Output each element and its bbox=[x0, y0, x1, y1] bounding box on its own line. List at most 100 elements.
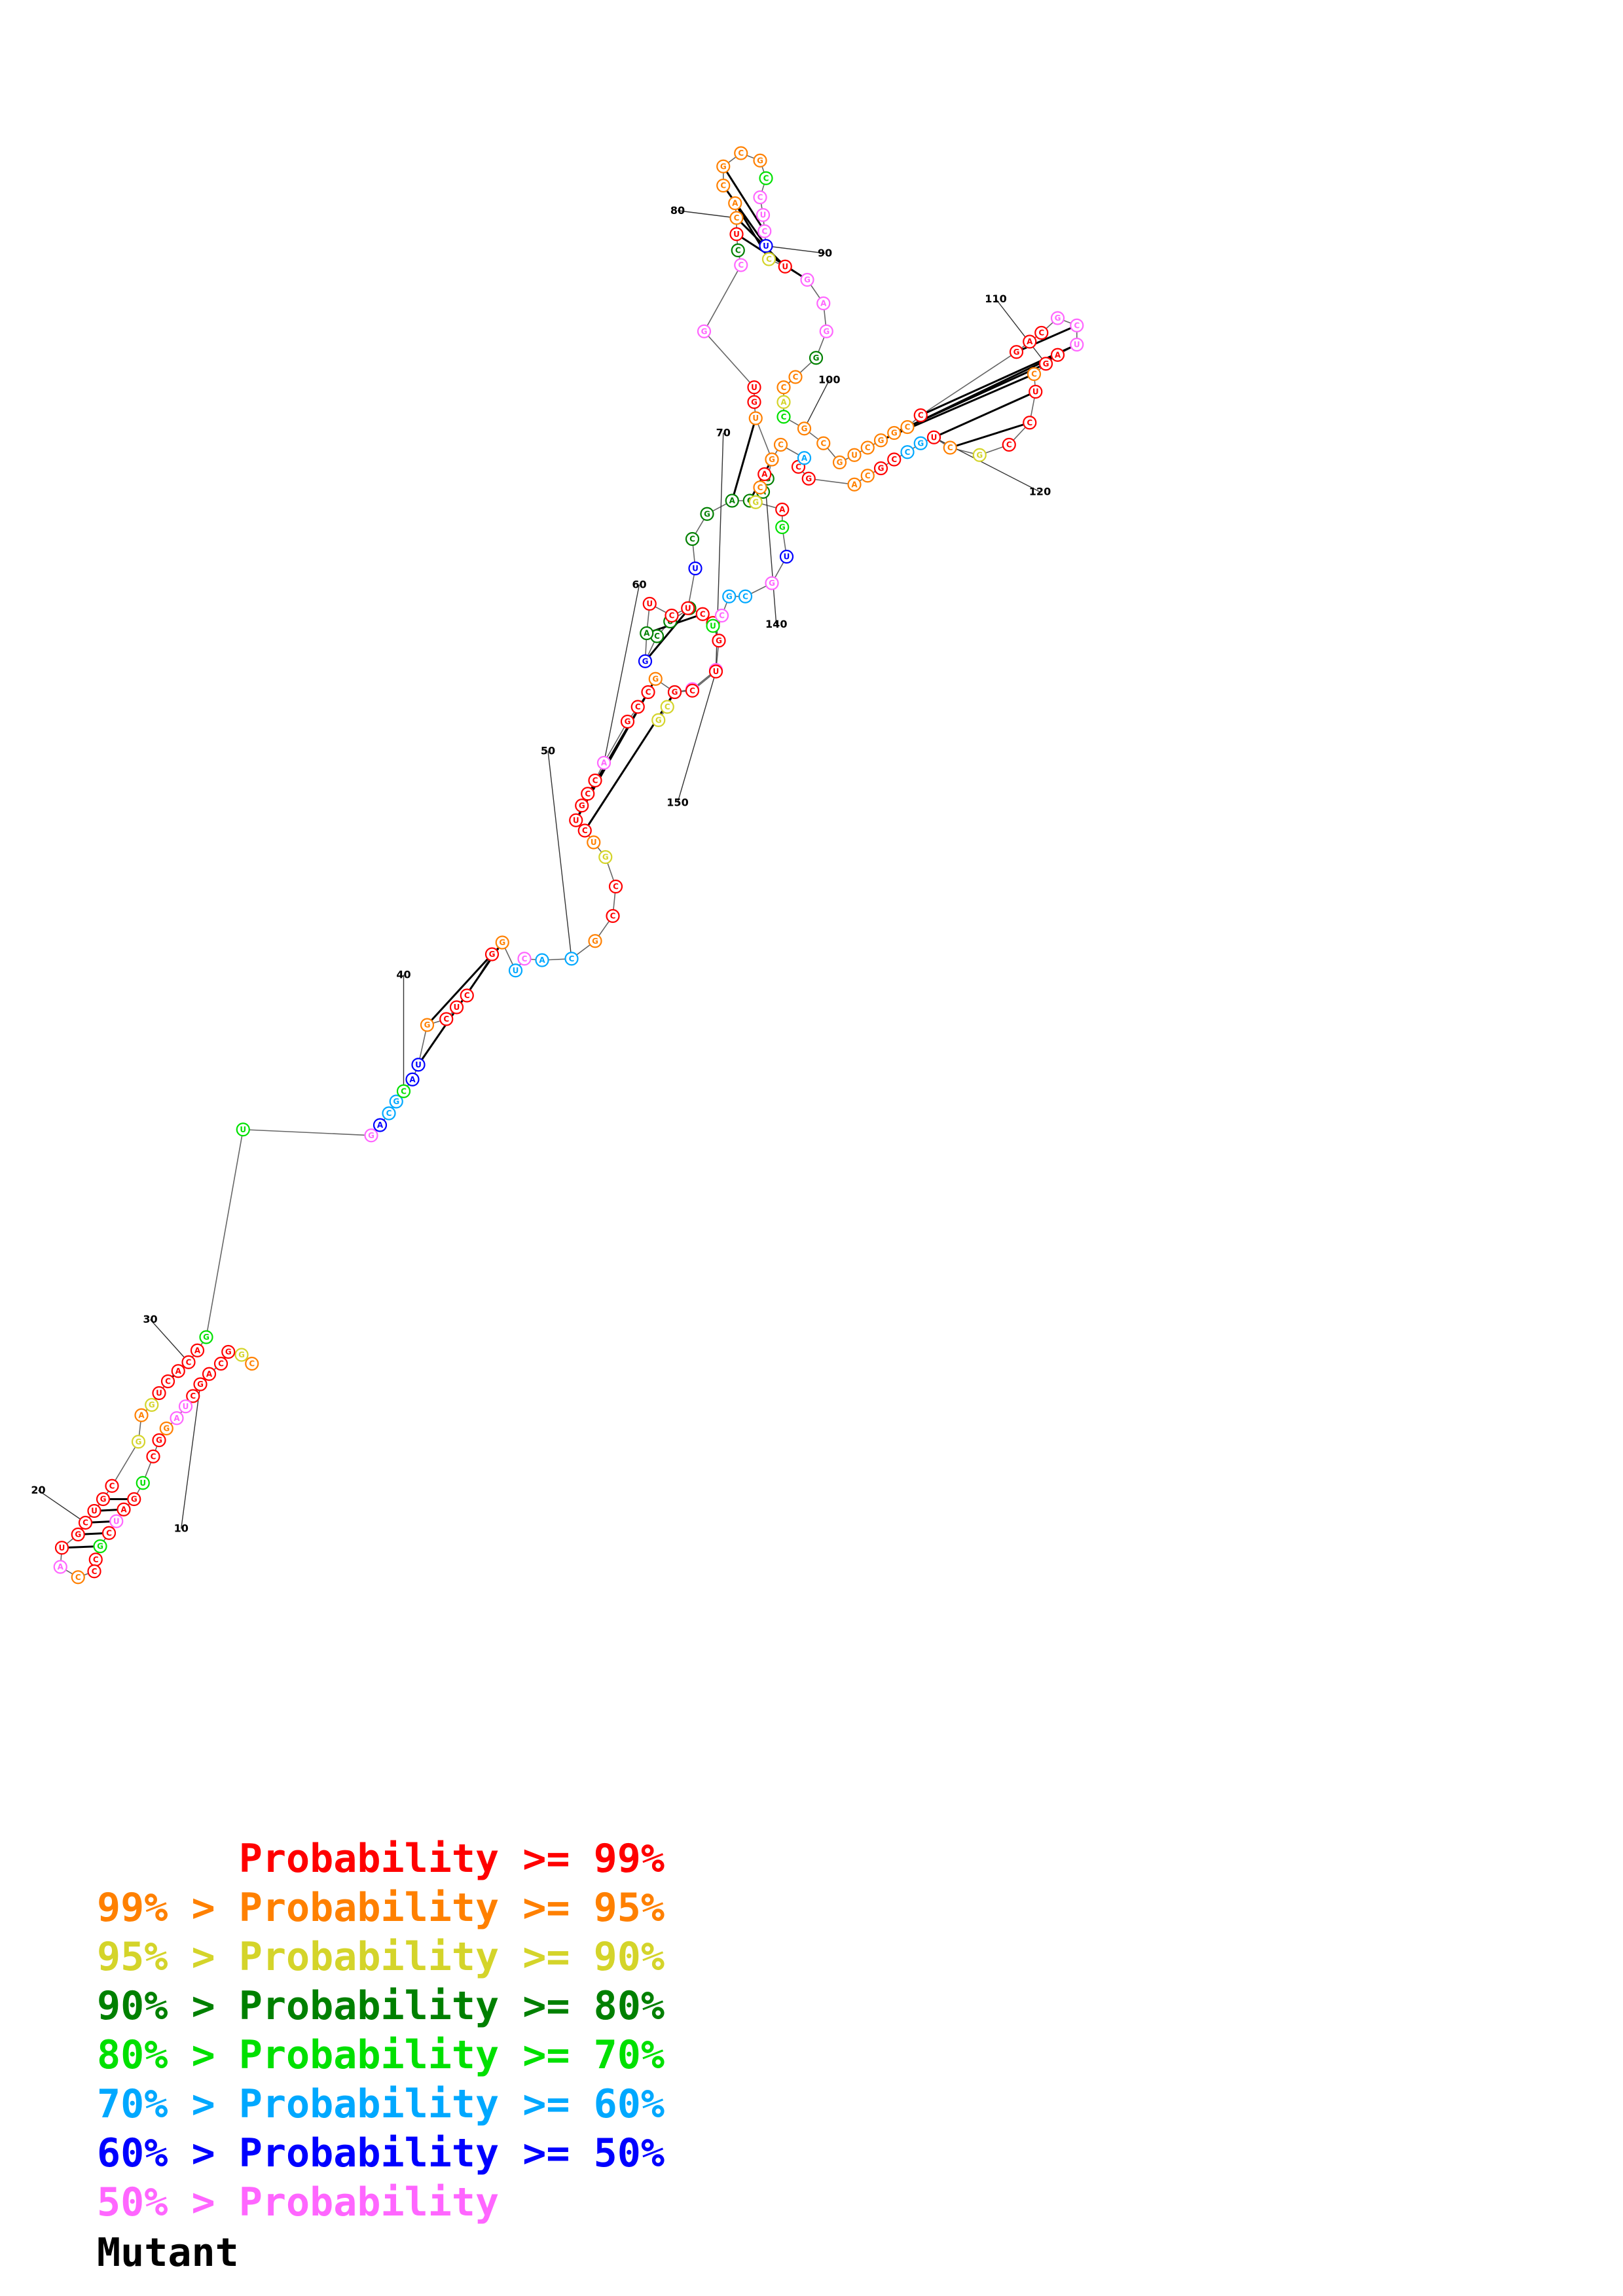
nucleotide: C bbox=[630, 700, 645, 714]
nucleotide: A bbox=[405, 1072, 420, 1086]
nucleotide: U bbox=[411, 1058, 426, 1072]
nucleotide-base: G bbox=[701, 327, 708, 336]
nucleotide-base: A bbox=[409, 1075, 416, 1084]
nucleotide: C bbox=[1034, 325, 1049, 340]
nucleotide-circle bbox=[809, 351, 824, 365]
nucleotide-base: C bbox=[464, 991, 470, 1000]
nucleotide-circle bbox=[1029, 384, 1043, 399]
nucleotide-circle bbox=[131, 1435, 146, 1449]
nucleotide: A bbox=[728, 196, 742, 211]
nucleotide-circle bbox=[517, 952, 532, 966]
nucleotide: C bbox=[245, 1356, 259, 1371]
nucleotide: C bbox=[685, 531, 700, 547]
nucleotide-base: U bbox=[415, 1060, 422, 1069]
nucleotide-base: A bbox=[779, 505, 786, 514]
nucleotide-circle bbox=[484, 947, 500, 961]
nucleotide-circle bbox=[569, 813, 583, 827]
nucleotide: G bbox=[753, 153, 767, 168]
nucleotide: U bbox=[587, 835, 601, 850]
legend-row: 80% > Probability >= 70% bbox=[97, 2032, 665, 2078]
nucleotide-circle bbox=[747, 380, 761, 395]
nucleotide-base: C bbox=[386, 1109, 392, 1118]
nucleotide-base: C bbox=[610, 912, 616, 921]
nucleotide-circle bbox=[577, 823, 592, 838]
position-leader-line bbox=[547, 751, 572, 959]
nucleotide: U bbox=[729, 227, 744, 242]
nucleotide-base: G bbox=[579, 801, 585, 810]
nucleotide-circle bbox=[887, 452, 902, 467]
nucleotide: C bbox=[731, 243, 745, 258]
nucleotide-circle bbox=[775, 502, 790, 517]
nucleotide-circle bbox=[236, 1122, 250, 1137]
nucleotide-base: G bbox=[813, 353, 820, 363]
nucleotide: C bbox=[577, 823, 592, 838]
position-label: 140 bbox=[765, 618, 787, 630]
nucleotide-circle bbox=[688, 561, 702, 576]
position-leader-line bbox=[803, 380, 830, 429]
nucleotide-base: C bbox=[569, 954, 575, 963]
nucleotide-base: C bbox=[865, 443, 871, 452]
nucleotide-base: C bbox=[905, 448, 911, 457]
nucleotide-circle bbox=[588, 934, 602, 948]
nucleotide-base: G bbox=[197, 1380, 204, 1389]
nucleotide-base: C bbox=[778, 440, 784, 450]
nucleotide-circle bbox=[575, 798, 589, 813]
nucleotide-base: G bbox=[652, 674, 659, 683]
nucleotide-base: C bbox=[582, 826, 588, 835]
nucleotide: U bbox=[706, 619, 720, 633]
nucleotide-circle bbox=[800, 272, 814, 287]
nucleotide: C bbox=[181, 1355, 196, 1369]
nucleotide: C bbox=[695, 607, 710, 621]
nucleotide-base: C bbox=[734, 213, 740, 223]
nucleotide-base: C bbox=[719, 611, 725, 620]
nucleotide-base: U bbox=[733, 230, 740, 239]
nucleotide: G bbox=[71, 1527, 85, 1542]
nucleotide-circle bbox=[708, 664, 723, 679]
nucleotide-base: G bbox=[720, 162, 727, 171]
nucleotide: C bbox=[460, 988, 474, 1003]
nucleotide-base: U bbox=[931, 433, 938, 442]
nucleotide: C bbox=[753, 480, 767, 495]
nucleotide-base: U bbox=[59, 1543, 65, 1552]
nucleotide-circle bbox=[234, 1348, 249, 1362]
nucleotide-base: A bbox=[1055, 350, 1061, 359]
nucleotide: A bbox=[190, 1343, 205, 1357]
nucleotide-circle bbox=[101, 1526, 117, 1540]
nucleotide-base: C bbox=[165, 1377, 171, 1386]
nucleotide: C bbox=[900, 445, 915, 459]
nucleotide: G bbox=[588, 934, 602, 948]
nucleotide: C bbox=[641, 685, 655, 700]
nucleotide-circle bbox=[757, 467, 772, 482]
nucleotide-base: G bbox=[769, 579, 775, 588]
nucleotide-base: U bbox=[139, 1479, 146, 1488]
position-label: 60 bbox=[632, 578, 646, 590]
nucleotide: A bbox=[202, 1367, 217, 1381]
nucleotide-circle bbox=[620, 714, 635, 729]
nucleotide: C bbox=[761, 252, 776, 266]
nucleotide-base: C bbox=[635, 702, 641, 711]
nucleotide-circle bbox=[860, 469, 875, 483]
position-label: 150 bbox=[666, 796, 688, 808]
nucleotide-circle bbox=[753, 153, 767, 168]
nucleotide-circle bbox=[87, 1564, 101, 1579]
nucleotide-circle bbox=[170, 1411, 184, 1426]
nucleotide: C bbox=[660, 700, 674, 714]
nucleotide: U bbox=[748, 411, 763, 425]
nucleotide-base: G bbox=[424, 1020, 431, 1030]
nucleotide-circle bbox=[685, 531, 700, 547]
nucleotide-base: G bbox=[801, 424, 808, 433]
nucleotide-base: G bbox=[917, 439, 924, 448]
position-label: 20 bbox=[31, 1484, 45, 1496]
nucleotide-base: C bbox=[665, 702, 670, 711]
nucleotide-circle bbox=[460, 988, 474, 1003]
nucleotide-circle bbox=[788, 370, 803, 384]
nucleotide: G bbox=[819, 324, 833, 338]
nucleotide-circle bbox=[71, 1527, 85, 1542]
nucleotide-circle bbox=[199, 1330, 213, 1344]
position-leader-line bbox=[764, 474, 777, 625]
nucleotide-circle bbox=[109, 1514, 124, 1528]
nucleotide-base: C bbox=[947, 443, 953, 452]
nucleotide: C bbox=[1023, 416, 1037, 430]
nucleotide: A bbox=[640, 626, 654, 641]
nucleotide-circle bbox=[748, 495, 763, 509]
